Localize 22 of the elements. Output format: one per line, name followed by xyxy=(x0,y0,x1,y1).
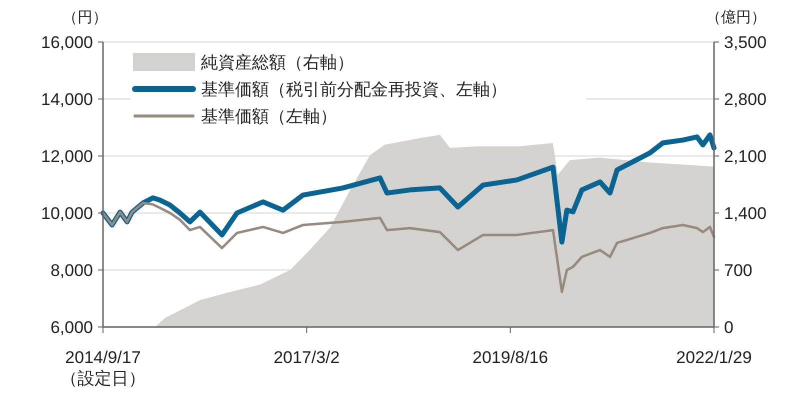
y2-tick-label: 2,800 xyxy=(724,90,767,109)
y2-axis-title: （億円） xyxy=(706,9,766,26)
y-tick-label: 10,000 xyxy=(41,204,93,223)
y-axis-title: （円） xyxy=(62,9,108,26)
y-tick-label: 12,000 xyxy=(41,146,93,166)
x-tick-label: 2014/9/17 （設定日） xyxy=(60,348,146,388)
y2-tick-label: 2,100 xyxy=(724,146,767,166)
legend-label: 基準価額（左軸） xyxy=(201,106,337,126)
x-tick-label: 2022/1/29 xyxy=(676,348,752,367)
y-tick-label: 14,000 xyxy=(41,90,93,109)
y2-tick-label: 0 xyxy=(724,318,734,337)
x-tick-label: 2019/8/16 xyxy=(472,348,548,367)
y2-tick-label: 1,400 xyxy=(724,204,767,223)
x-tick-label: 2017/3/2 xyxy=(274,348,340,367)
y2-tick-label: 700 xyxy=(724,260,752,280)
legend-label: 純資産総額（右軸） xyxy=(201,52,354,72)
y-tick-label: 8,000 xyxy=(50,260,93,280)
line-series xyxy=(102,202,716,294)
y-tick-label: 6,000 xyxy=(50,318,93,337)
legend-label: 基準価額（税引前分配金再投資、左軸） xyxy=(201,80,507,99)
y2-tick-label: 3,500 xyxy=(724,32,767,52)
y-tick-label: 16,000 xyxy=(41,32,93,52)
